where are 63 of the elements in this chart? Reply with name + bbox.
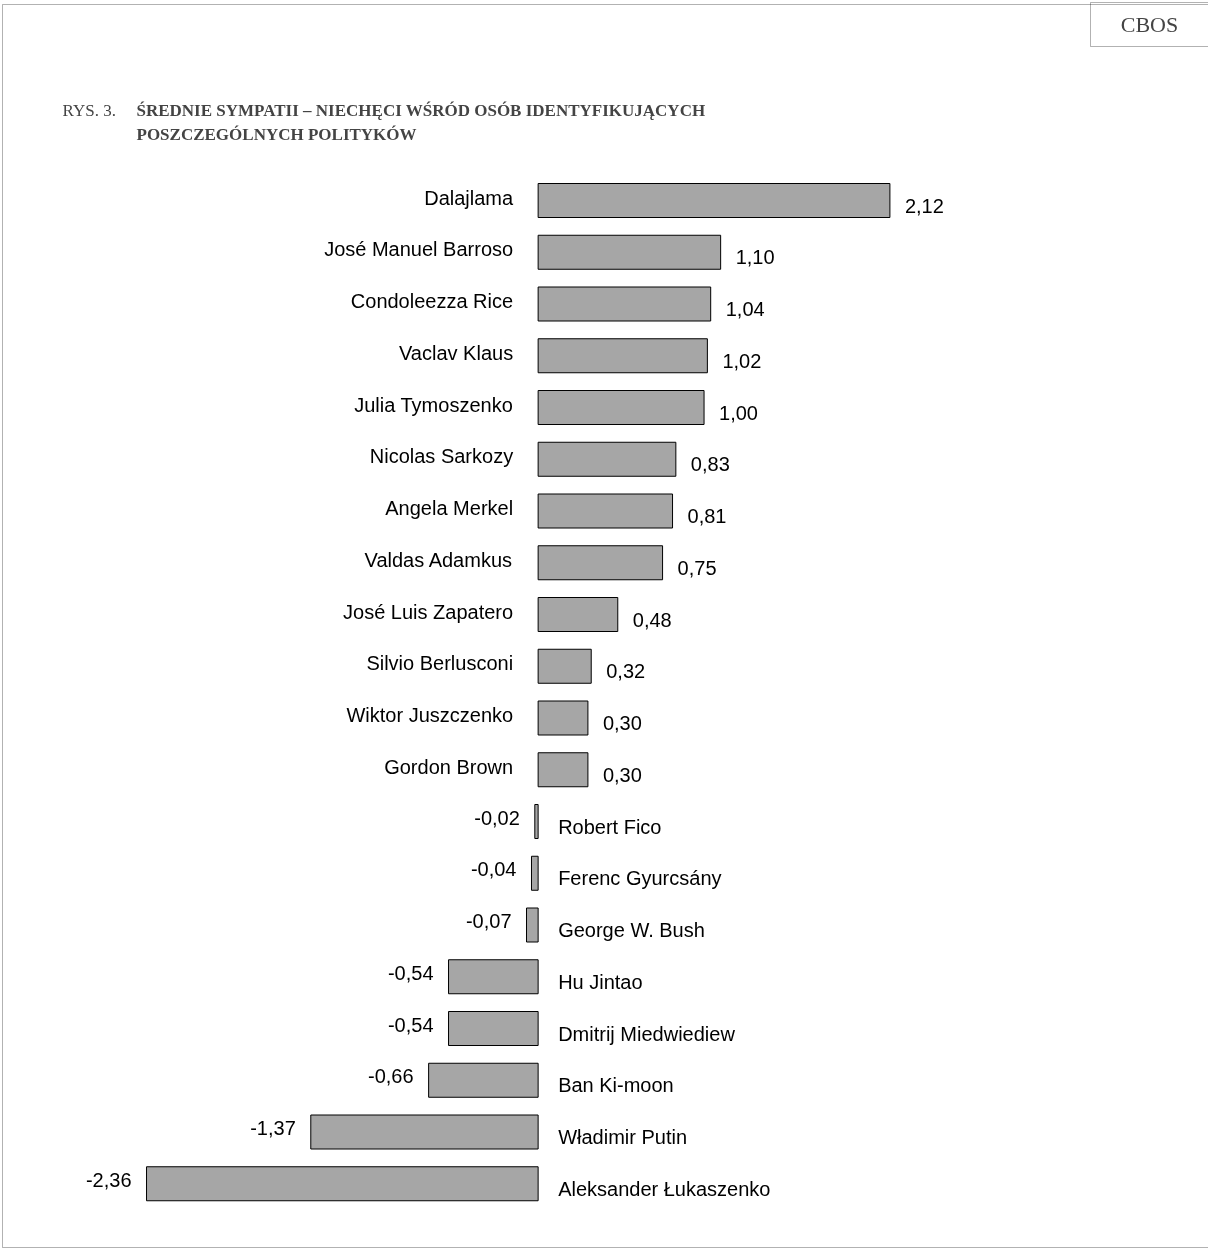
bar [448, 959, 539, 995]
bar [428, 1062, 539, 1098]
y-tick-label: Hu Jintao [558, 970, 643, 993]
bar [448, 1011, 539, 1046]
data-label: 1,04 [725, 298, 765, 320]
y-tick-label: Ferenc Gyurcsány [558, 867, 722, 890]
y-tick-label: Vaclav Klaus [399, 341, 514, 364]
data-label: 0,81 [687, 505, 727, 527]
y-tick-label: Wiktor Juszczenko [346, 704, 514, 726]
data-label: -0,54 [387, 1013, 434, 1036]
y-tick-label: Aleksander Łukaszenko [558, 1177, 771, 1200]
bar [537, 493, 674, 529]
y-tick-label: Robert Fico [558, 815, 662, 838]
bar [534, 804, 539, 839]
y-tick-label: José Luis Zapatero [343, 600, 514, 623]
y-tick-label: Silvio Berlusconi [366, 652, 514, 675]
y-tick-label: Gordon Brown [384, 755, 514, 778]
bar [537, 390, 705, 425]
data-label: -1,37 [250, 1117, 296, 1139]
y-tick-label: Condoleezza Rice [350, 290, 514, 312]
y-tick-label: Julia Tymoszenko [354, 393, 513, 416]
data-label: 1,00 [719, 401, 758, 424]
bar [537, 234, 722, 270]
data-label: 0,75 [677, 556, 717, 579]
bar [537, 286, 712, 322]
data-label: -0,54 [387, 961, 434, 984]
y-tick-label: Ban Ki-moon [558, 1074, 674, 1097]
text: CBOS [1120, 12, 1179, 37]
y-tick-label: Valdas Adamkus [364, 548, 513, 571]
chart-subtitle: RYS. 3. [62, 101, 116, 120]
bar [537, 648, 592, 684]
y-tick-label: George W. Bush [558, 919, 705, 941]
y-tick-label: Nicolas Sarkozy [369, 445, 514, 468]
data-label: 0,30 [602, 712, 642, 734]
bar [310, 1114, 539, 1150]
y-tick-label: Dmitrij Miedwiediew [558, 1022, 736, 1045]
bar [537, 545, 664, 581]
bar [537, 597, 619, 632]
data-label: -0,66 [368, 1065, 414, 1088]
y-tick-label: Dalajlama [424, 186, 514, 209]
data-label: 0,32 [606, 660, 646, 683]
data-label: -0,04 [470, 858, 517, 881]
data-label: -2,36 [85, 1168, 132, 1191]
data-label: 1,10 [735, 246, 775, 269]
bar [537, 338, 708, 374]
bar [146, 1166, 539, 1202]
data-label: 0,30 [602, 763, 642, 786]
data-label: 0,48 [632, 608, 672, 631]
data-label: 2,12 [904, 194, 944, 217]
y-tick-label: Władimir Putin [558, 1126, 688, 1148]
y-tick-label: José Manuel Barroso [324, 238, 514, 261]
bar [537, 441, 677, 477]
bar [537, 700, 589, 736]
bar [537, 183, 891, 218]
bar [537, 752, 589, 788]
data-label: -0,07 [465, 910, 512, 932]
bar [526, 907, 539, 943]
y-tick-label: Angela Merkel [385, 497, 514, 519]
data-label: 0,83 [690, 453, 730, 476]
chart-title: ŚREDNIE SYMPATII – NIECHĘCI WŚRÓD OSÓB IDENTYFIKUJĄCYCH POSZCZEGÓLNYCH POLITYKÓW [136, 100, 706, 145]
data-label: -0,02 [474, 806, 520, 829]
bar [530, 855, 539, 891]
data-label: 1,02 [722, 349, 762, 372]
